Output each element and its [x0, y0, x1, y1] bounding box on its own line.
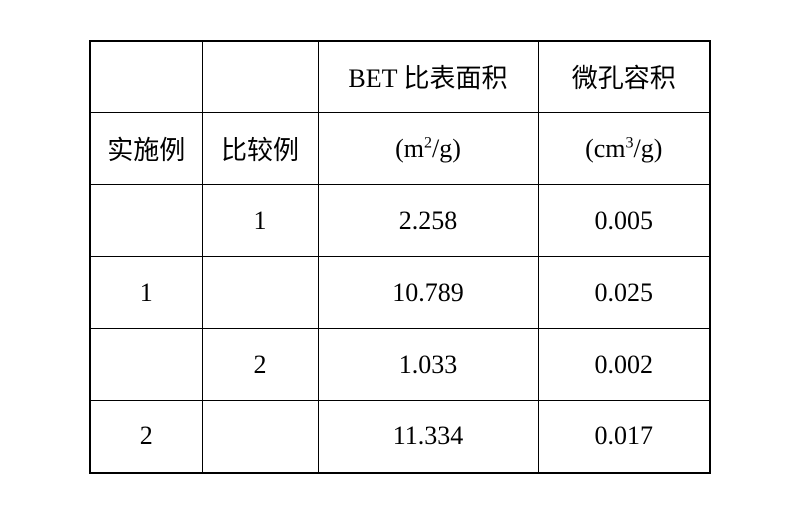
table-row: 2 11.334 0.017 [90, 401, 710, 473]
cell-pore: 0.005 [538, 185, 710, 257]
header-cell-bet: BET 比表面积 [318, 41, 538, 113]
cell-comparison [202, 257, 318, 329]
header-cell-comparison: 比较例 [202, 113, 318, 185]
cell-comparison [202, 401, 318, 473]
header-cell-empty-2 [202, 41, 318, 113]
header-cell-example: 实施例 [90, 113, 202, 185]
cell-pore: 0.017 [538, 401, 710, 473]
cell-bet: 11.334 [318, 401, 538, 473]
header-cell-pore-unit: (cm3/g) [538, 113, 710, 185]
cell-pore: 0.002 [538, 329, 710, 401]
cell-pore: 0.025 [538, 257, 710, 329]
header-row-2: 实施例 比较例 (m2/g) (cm3/g) [90, 113, 710, 185]
cell-bet: 1.033 [318, 329, 538, 401]
table-row: 1 10.789 0.025 [90, 257, 710, 329]
cell-comparison: 2 [202, 329, 318, 401]
data-table: BET 比表面积 微孔容积 实施例 比较例 (m2/g) (cm3/g) 1 2… [89, 40, 711, 474]
header-cell-bet-unit: (m2/g) [318, 113, 538, 185]
header-cell-empty-1 [90, 41, 202, 113]
cell-bet: 2.258 [318, 185, 538, 257]
cell-example: 2 [90, 401, 202, 473]
cell-comparison: 1 [202, 185, 318, 257]
table-row: 1 2.258 0.005 [90, 185, 710, 257]
table-row: 2 1.033 0.002 [90, 329, 710, 401]
cell-example [90, 329, 202, 401]
header-row-1: BET 比表面积 微孔容积 [90, 41, 710, 113]
cell-example: 1 [90, 257, 202, 329]
cell-example [90, 185, 202, 257]
cell-bet: 10.789 [318, 257, 538, 329]
header-cell-pore: 微孔容积 [538, 41, 710, 113]
